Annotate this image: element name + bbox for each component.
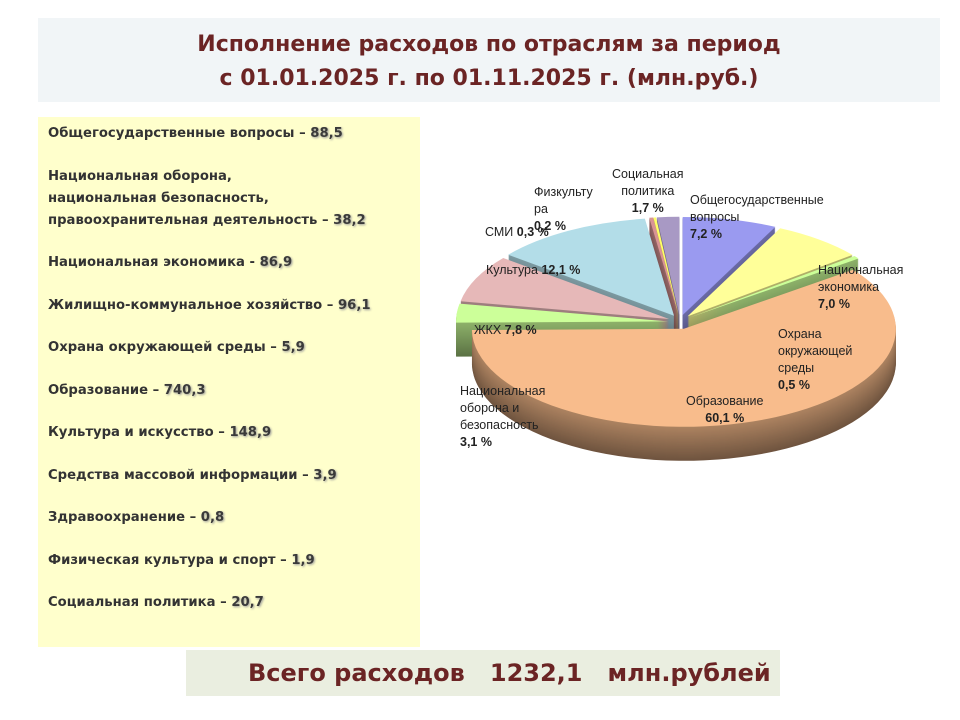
pie-slice[interactable] <box>687 228 853 317</box>
pie-slice-side <box>649 229 679 327</box>
list-item-label: Здравоохранение – <box>48 510 201 525</box>
title-banner: Исполнение расходов по отраслям за перио… <box>38 18 940 102</box>
pie-slice-side <box>649 230 679 328</box>
list-item-value: 148,9 <box>229 425 272 440</box>
list-item-value: 96,1 <box>337 297 371 313</box>
list-item-label: Физическая культура и спорт – <box>48 552 292 568</box>
page-title-line2: с 01.01.2025 г. по 01.11.2025 г. (млн.ру… <box>219 66 759 91</box>
list-item: Охрана окружающей среды – 5,9 <box>48 337 420 359</box>
data-label: Физкульту ра 0,2 % <box>534 184 593 235</box>
data-label-name: Общегосударственные вопросы <box>690 193 824 224</box>
pie-slice[interactable] <box>649 217 679 315</box>
pie-slice-side <box>649 218 679 316</box>
data-label-name: СМИ <box>485 225 514 239</box>
data-label-name: Охрана окружающей среды <box>778 327 853 375</box>
list-item: Национальная оборона, национальная безоп… <box>48 166 420 232</box>
pie-slice-side <box>649 226 679 324</box>
data-label: СМИ 0,3 % <box>485 224 549 241</box>
pie-slice[interactable] <box>471 269 896 427</box>
list-item-value: 3,9 <box>313 467 337 483</box>
data-label-value: 7,2 % <box>690 227 722 241</box>
list-item-value: 0,8 <box>200 510 225 525</box>
list-item: Национальная экономика - 86,9 <box>48 252 420 274</box>
pie-slice-side <box>649 222 679 320</box>
list-item-label: Национальная экономика - <box>48 255 260 270</box>
pie-slice[interactable] <box>653 217 679 315</box>
data-label-value: 12,1 % <box>541 263 581 277</box>
list-item: Социальная политика – 20,7 <box>48 592 420 614</box>
data-label-name: Физкульту ра <box>534 185 593 216</box>
pie-slice-side <box>649 225 679 323</box>
pie-slice-side <box>649 224 679 322</box>
pie-slice[interactable] <box>456 303 669 323</box>
pie-slice-side <box>649 228 679 326</box>
pie-slice-side <box>649 223 679 321</box>
list-item-value: 86,9 <box>259 255 293 270</box>
list-item: Средства массовой информации – 3,9 <box>48 465 420 487</box>
data-label: Социальная политика 1,7 % <box>612 166 684 217</box>
page-title-line1: Исполнение расходов по отраслям за перио… <box>197 32 781 57</box>
data-label-value: 7,8 % <box>504 323 537 337</box>
list-item-label: Национальная оборона, национальная безоп… <box>48 168 329 228</box>
data-label-value: 0,5 % <box>778 378 810 392</box>
list-item-label: Социальная политика – <box>48 595 232 610</box>
pie-slice-side <box>649 220 679 318</box>
data-label: Охрана окружающей среды 0,5 % <box>778 326 852 394</box>
data-label-name: Культура <box>486 263 538 277</box>
expense-list: Общегосударственные вопросы – 88,5 Национ… <box>38 117 420 647</box>
list-item-label: Общегосударственные вопросы – <box>48 126 311 141</box>
list-item-label: Охрана окружающей среды – <box>48 340 282 355</box>
data-label-value: 0,3 % <box>516 225 549 239</box>
data-label-value: 1,7 % <box>631 201 664 215</box>
pie-slice[interactable] <box>656 216 680 315</box>
pie-slice-side <box>649 232 679 330</box>
pie-slice-side <box>649 221 679 319</box>
list-item-label: Жилищно-коммунальное хозяйство – <box>48 297 338 313</box>
total-expenses: Всего расходов 1232,1 млн.рублей <box>186 650 780 696</box>
data-label: Общегосударственные вопросы 7,2 % <box>690 192 824 243</box>
data-label-name: Национальная экономика <box>818 263 904 294</box>
list-item: Образование – 740,3 <box>48 380 420 402</box>
data-label: Культура 12,1 % <box>486 262 580 279</box>
list-item-value: 38,2 <box>333 212 366 228</box>
pie-slice[interactable] <box>682 216 776 315</box>
list-item-label: Образование – <box>48 382 164 398</box>
list-item-label: Культура и искусство – <box>48 425 230 440</box>
data-label-name: Образование <box>686 394 764 408</box>
pie-slice-side <box>649 227 679 325</box>
data-label-name: Национальная оборона и безопасность <box>460 384 546 432</box>
pie-slice[interactable] <box>689 256 859 318</box>
pie-slice-side <box>649 219 679 317</box>
pie-slice[interactable] <box>508 218 675 316</box>
list-item: Общегосударственные вопросы – 88,5 <box>48 123 420 145</box>
list-item: Культура и искусство – 148,9 <box>48 422 420 444</box>
data-label-value: 60,1 % <box>705 411 745 425</box>
list-item-label: Средства массовой информации – <box>48 467 314 483</box>
list-item-value: 5,9 <box>281 340 305 355</box>
data-label: Национальная экономика 7,0 % <box>818 262 903 313</box>
data-label-value: 7,0 % <box>818 297 850 311</box>
pie-slice[interactable] <box>460 257 670 320</box>
data-label: Национальная оборона и безопасность 3,1 … <box>460 383 545 451</box>
list-item: Здравоохранение – 0,8 <box>48 507 420 529</box>
pie-slice-side <box>649 231 679 329</box>
list-item-value: 20,7 <box>231 595 264 610</box>
list-item: Физическая культура и спорт – 1,9 <box>48 550 420 572</box>
data-label: Образование 60,1 % <box>686 393 763 427</box>
data-label-name: Социальная политика <box>612 167 684 198</box>
data-label-value: 0,2 % <box>534 219 566 233</box>
data-label: ЖКХ 7,8 % <box>474 322 537 339</box>
data-label-value: 3,1 % <box>460 435 492 449</box>
list-item-value: 1,9 <box>291 552 315 568</box>
list-item: Жилищно-коммунальное хозяйство – 96,1 <box>48 295 420 317</box>
list-item-value: 740,3 <box>163 382 206 398</box>
list-item-value: 88,5 <box>310 126 343 141</box>
data-label-name: ЖКХ <box>474 323 502 337</box>
